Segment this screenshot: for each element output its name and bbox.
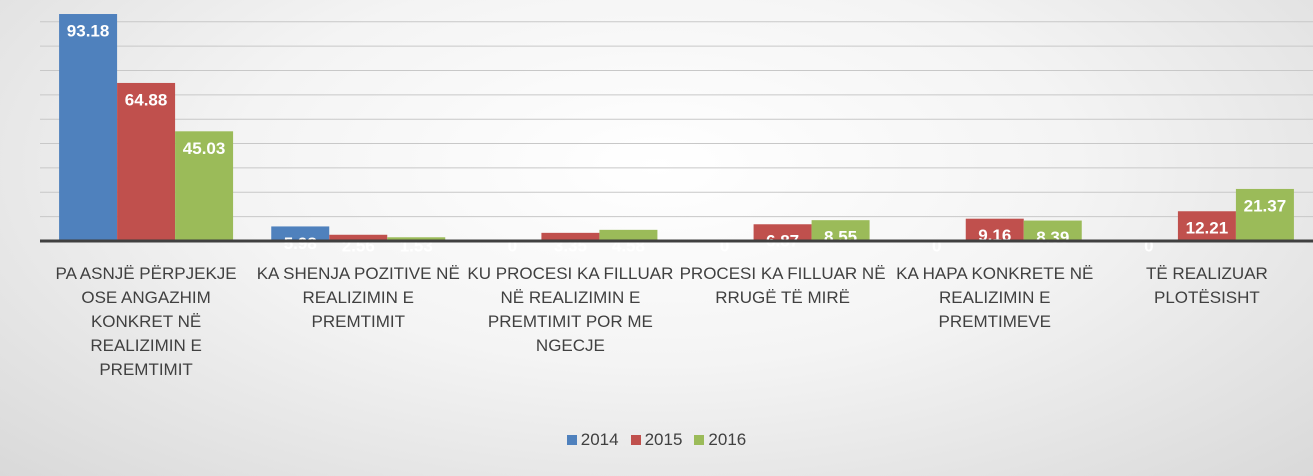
- bar: [599, 229, 658, 241]
- data-label: 0: [1144, 236, 1153, 255]
- x-tick-label: KA HAPA KONKRETE NË REALIZIMIN E PREMTIM…: [896, 264, 1094, 331]
- x-tick-label: PA ASNJË PËRPJEKJE OSE ANGAZHIM KONKRET …: [55, 264, 237, 379]
- legend-label: 2014: [580, 430, 619, 449]
- legend-swatch: [694, 435, 705, 445]
- data-label: 45.03: [183, 139, 226, 158]
- data-label: 64.88: [125, 90, 168, 109]
- bar: [117, 82, 176, 241]
- data-label: 4.58: [612, 236, 645, 255]
- bar: [811, 220, 870, 241]
- data-label: 0: [720, 236, 729, 255]
- legend-item: 2016: [694, 430, 746, 450]
- data-label: 2.56: [342, 236, 375, 255]
- x-tick-label: PROCESI KA FILLUAR NË RRUGË TË MIRË: [679, 264, 886, 307]
- bar: [965, 218, 1024, 241]
- bar: [1023, 220, 1082, 241]
- x-tick-label: TË REALIZUAR PLOTËSISHT: [1145, 264, 1268, 307]
- bar: [1235, 188, 1294, 241]
- bar: [541, 232, 600, 241]
- legend: 2014 2015 2016: [0, 430, 1313, 450]
- data-label: 5.98: [284, 234, 317, 253]
- data-label: 21.37: [1244, 196, 1287, 215]
- data-label: 0: [932, 236, 941, 255]
- data-label: 3.35: [554, 236, 587, 255]
- bar: [271, 226, 330, 241]
- bar: [1177, 211, 1236, 241]
- bar: [387, 237, 446, 241]
- data-label: 1.53: [400, 236, 433, 255]
- x-tick-label: KU PROCESI KA FILLUAR NË REALIZIMIN E PR…: [467, 264, 674, 355]
- bar: [59, 14, 118, 242]
- data-label: 12.21: [1186, 219, 1229, 238]
- legend-item: 2014: [566, 430, 619, 450]
- legend-label: 2016: [708, 430, 747, 449]
- legend-label: 2015: [644, 430, 683, 449]
- x-tick-label: KA SHENJA POZITIVE NË REALIZIMIN E PREMT…: [256, 264, 460, 331]
- data-label: 8.55: [824, 228, 857, 247]
- data-label: 93.18: [67, 21, 110, 40]
- bar: [753, 224, 812, 241]
- legend-item: 2015: [630, 430, 683, 450]
- legend-swatch: [630, 435, 641, 445]
- legend-swatch: [566, 435, 577, 445]
- data-label: 8.39: [1036, 228, 1069, 247]
- data-label: 0: [508, 236, 517, 255]
- bar: [329, 234, 388, 241]
- bar: [175, 131, 234, 241]
